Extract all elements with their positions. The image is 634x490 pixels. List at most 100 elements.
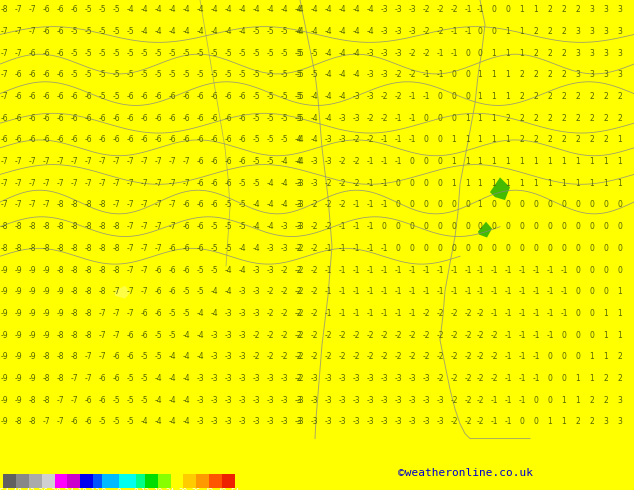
Text: -2: -2 — [339, 331, 346, 340]
Text: -6: -6 — [84, 114, 92, 123]
Text: -42: -42 — [22, 489, 36, 490]
Text: -5: -5 — [296, 71, 304, 79]
Text: 0: 0 — [618, 222, 623, 231]
Text: -7: -7 — [168, 200, 176, 210]
Text: -4: -4 — [182, 5, 190, 14]
Text: -4: -4 — [182, 417, 190, 426]
Text: -6: -6 — [56, 27, 64, 36]
Text: 0: 0 — [576, 266, 581, 274]
Text: -5: -5 — [112, 27, 120, 36]
Text: -4: -4 — [353, 71, 360, 79]
Text: -4: -4 — [210, 309, 218, 318]
Bar — [209, 474, 222, 488]
Text: -2: -2 — [266, 352, 274, 361]
Text: -2: -2 — [296, 352, 304, 361]
Text: 0: 0 — [451, 92, 456, 101]
Text: -2: -2 — [436, 5, 444, 14]
Text: 2: 2 — [576, 5, 580, 14]
Text: -1: -1 — [490, 417, 498, 426]
Text: -4: -4 — [252, 244, 260, 253]
Text: -3: -3 — [252, 395, 260, 405]
Text: -9: -9 — [14, 374, 22, 383]
Text: -1: -1 — [518, 331, 526, 340]
Text: 2: 2 — [534, 71, 538, 79]
Text: -8: -8 — [42, 244, 49, 253]
Text: -8: -8 — [29, 395, 36, 405]
Text: -1: -1 — [353, 222, 359, 231]
Text: -4: -4 — [324, 27, 332, 36]
Text: 0: 0 — [576, 309, 581, 318]
Text: -4: -4 — [140, 27, 148, 36]
Text: -5: -5 — [252, 135, 260, 145]
Text: -1: -1 — [408, 309, 416, 318]
Text: 0: 0 — [424, 200, 429, 210]
Text: -1: -1 — [353, 287, 359, 296]
Text: 0: 0 — [590, 244, 595, 253]
Text: -4: -4 — [168, 352, 176, 361]
Bar — [93, 474, 102, 488]
Text: 0: 0 — [505, 244, 510, 253]
Text: -1: -1 — [436, 266, 444, 274]
Text: 1: 1 — [477, 179, 482, 188]
Text: -6: -6 — [56, 92, 64, 101]
Text: -5: -5 — [84, 27, 92, 36]
Text: -3: -3 — [252, 266, 260, 274]
Text: -3: -3 — [353, 114, 360, 123]
Text: 3: 3 — [576, 49, 581, 58]
Text: -6: -6 — [84, 395, 92, 405]
Bar — [42, 474, 55, 488]
Text: -4: -4 — [294, 5, 302, 14]
Text: 0: 0 — [117, 489, 121, 490]
Text: -2: -2 — [408, 71, 416, 79]
Text: -1: -1 — [422, 266, 430, 274]
Text: 0: 0 — [477, 49, 482, 58]
Text: -3: -3 — [338, 135, 346, 145]
Text: -9: -9 — [14, 287, 22, 296]
Text: -1: -1 — [394, 266, 402, 274]
Bar — [222, 474, 235, 488]
Text: -1: -1 — [366, 222, 374, 231]
Text: -7: -7 — [140, 287, 148, 296]
Text: -7: -7 — [70, 395, 78, 405]
Text: -4: -4 — [280, 200, 288, 210]
Text: -3: -3 — [210, 331, 218, 340]
Text: -4: -4 — [140, 417, 148, 426]
Text: -1: -1 — [380, 244, 388, 253]
Text: 2: 2 — [548, 5, 552, 14]
Text: -2: -2 — [464, 309, 472, 318]
Text: -5: -5 — [112, 71, 120, 79]
Text: 0: 0 — [505, 222, 510, 231]
Text: 1: 1 — [562, 157, 566, 166]
Text: -9: -9 — [28, 374, 36, 383]
Text: 0: 0 — [576, 222, 581, 231]
Text: -2: -2 — [394, 352, 402, 361]
Text: -1: -1 — [408, 287, 416, 296]
Text: -6: -6 — [112, 352, 120, 361]
Text: -4: -4 — [126, 5, 134, 14]
Text: 2: 2 — [548, 135, 552, 145]
Text: 0: 0 — [534, 222, 538, 231]
Text: 1: 1 — [506, 27, 510, 36]
Text: -1: -1 — [366, 179, 374, 188]
Text: -5: -5 — [280, 71, 288, 79]
Text: 0: 0 — [534, 417, 538, 426]
Text: -2: -2 — [476, 331, 484, 340]
Text: 1: 1 — [618, 287, 623, 296]
Text: -4: -4 — [154, 395, 162, 405]
Text: 2: 2 — [534, 92, 538, 101]
Text: -7: -7 — [126, 222, 134, 231]
Text: -5: -5 — [182, 71, 190, 79]
Text: -9: -9 — [42, 287, 50, 296]
Text: 0: 0 — [548, 395, 552, 405]
Text: -6: -6 — [112, 374, 120, 383]
Text: -6: -6 — [14, 71, 22, 79]
Text: -7: -7 — [70, 374, 78, 383]
Text: 1: 1 — [506, 92, 510, 101]
Text: -4: -4 — [280, 5, 288, 14]
Text: -2: -2 — [296, 287, 304, 296]
Text: -8: -8 — [112, 244, 120, 253]
Text: -3: -3 — [394, 5, 402, 14]
Text: 0: 0 — [590, 266, 595, 274]
Text: -4: -4 — [238, 27, 246, 36]
Text: 0: 0 — [465, 71, 470, 79]
